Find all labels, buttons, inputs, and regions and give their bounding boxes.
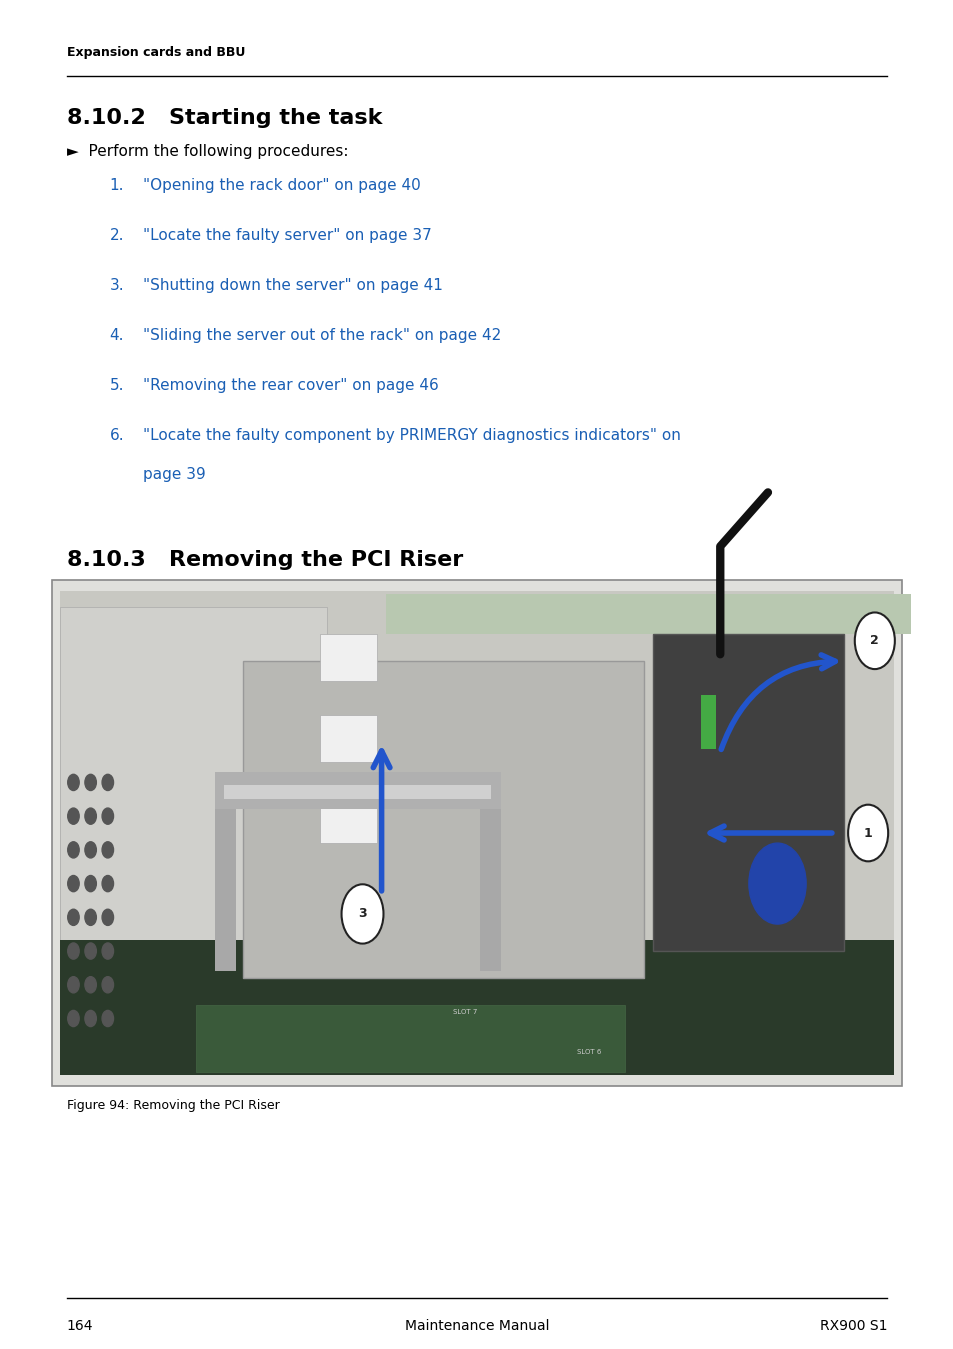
Circle shape	[102, 943, 113, 959]
Bar	[700, 695, 715, 749]
Text: Expansion cards and BBU: Expansion cards and BBU	[67, 46, 245, 59]
Bar	[60, 607, 327, 978]
Circle shape	[102, 909, 113, 925]
Text: Maintenance Manual: Maintenance Manual	[404, 1319, 549, 1333]
Bar	[224, 785, 491, 799]
Text: "Opening the rack door" on page 40: "Opening the rack door" on page 40	[143, 178, 420, 193]
Text: 3: 3	[357, 908, 367, 920]
Bar	[243, 661, 643, 978]
Bar	[60, 940, 893, 1075]
Circle shape	[85, 977, 96, 993]
Text: 6.: 6.	[110, 428, 124, 442]
Bar	[386, 594, 910, 634]
Circle shape	[102, 808, 113, 824]
Circle shape	[68, 774, 79, 791]
Bar	[479, 809, 500, 971]
Circle shape	[102, 842, 113, 858]
Text: 1: 1	[862, 827, 872, 839]
Circle shape	[85, 774, 96, 791]
Circle shape	[102, 1010, 113, 1027]
Text: ►  Perform the following procedures:: ► Perform the following procedures:	[67, 144, 348, 159]
Text: SLOT 6: SLOT 6	[577, 1050, 601, 1055]
Circle shape	[85, 842, 96, 858]
Circle shape	[85, 876, 96, 892]
Circle shape	[748, 843, 805, 924]
Circle shape	[85, 943, 96, 959]
Bar	[52, 580, 901, 1086]
Bar	[319, 634, 376, 681]
Circle shape	[102, 977, 113, 993]
Circle shape	[68, 808, 79, 824]
Text: "Removing the rear cover" on page 46: "Removing the rear cover" on page 46	[143, 378, 438, 393]
Circle shape	[68, 1010, 79, 1027]
Bar	[653, 634, 843, 951]
Circle shape	[68, 909, 79, 925]
Bar	[319, 715, 376, 762]
Circle shape	[85, 808, 96, 824]
Circle shape	[102, 876, 113, 892]
Circle shape	[102, 774, 113, 791]
Text: 2: 2	[869, 634, 879, 648]
Text: 8.10.3   Removing the PCI Riser: 8.10.3 Removing the PCI Riser	[67, 550, 462, 571]
Circle shape	[341, 885, 383, 944]
Circle shape	[68, 977, 79, 993]
Circle shape	[85, 909, 96, 925]
Text: 164: 164	[67, 1319, 93, 1333]
Circle shape	[68, 876, 79, 892]
Bar	[214, 809, 235, 971]
Text: RX900 S1: RX900 S1	[819, 1319, 886, 1333]
Text: 8.10.2   Starting the task: 8.10.2 Starting the task	[67, 108, 382, 128]
Text: "Shutting down the server" on page 41: "Shutting down the server" on page 41	[143, 278, 442, 293]
Bar	[319, 796, 376, 843]
Circle shape	[847, 804, 887, 861]
Text: 2.: 2.	[110, 228, 124, 243]
Text: 4.: 4.	[110, 328, 124, 343]
Bar	[214, 772, 500, 809]
Text: 3.: 3.	[110, 278, 124, 293]
Text: 1.: 1.	[110, 178, 124, 193]
Circle shape	[854, 612, 894, 669]
Text: page 39: page 39	[143, 467, 206, 482]
Text: "Locate the faulty component by PRIMERGY diagnostics indicators" on: "Locate the faulty component by PRIMERGY…	[143, 428, 680, 442]
Circle shape	[68, 842, 79, 858]
Circle shape	[85, 1010, 96, 1027]
Bar	[60, 591, 893, 1075]
Text: "Sliding the server out of the rack" on page 42: "Sliding the server out of the rack" on …	[143, 328, 501, 343]
Circle shape	[68, 943, 79, 959]
Text: "Locate the faulty server" on page 37: "Locate the faulty server" on page 37	[143, 228, 432, 243]
Text: 5.: 5.	[110, 378, 124, 393]
Bar	[195, 1005, 624, 1072]
Text: SLOT 7: SLOT 7	[453, 1009, 477, 1014]
Text: Figure 94: Removing the PCI Riser: Figure 94: Removing the PCI Riser	[67, 1099, 279, 1113]
